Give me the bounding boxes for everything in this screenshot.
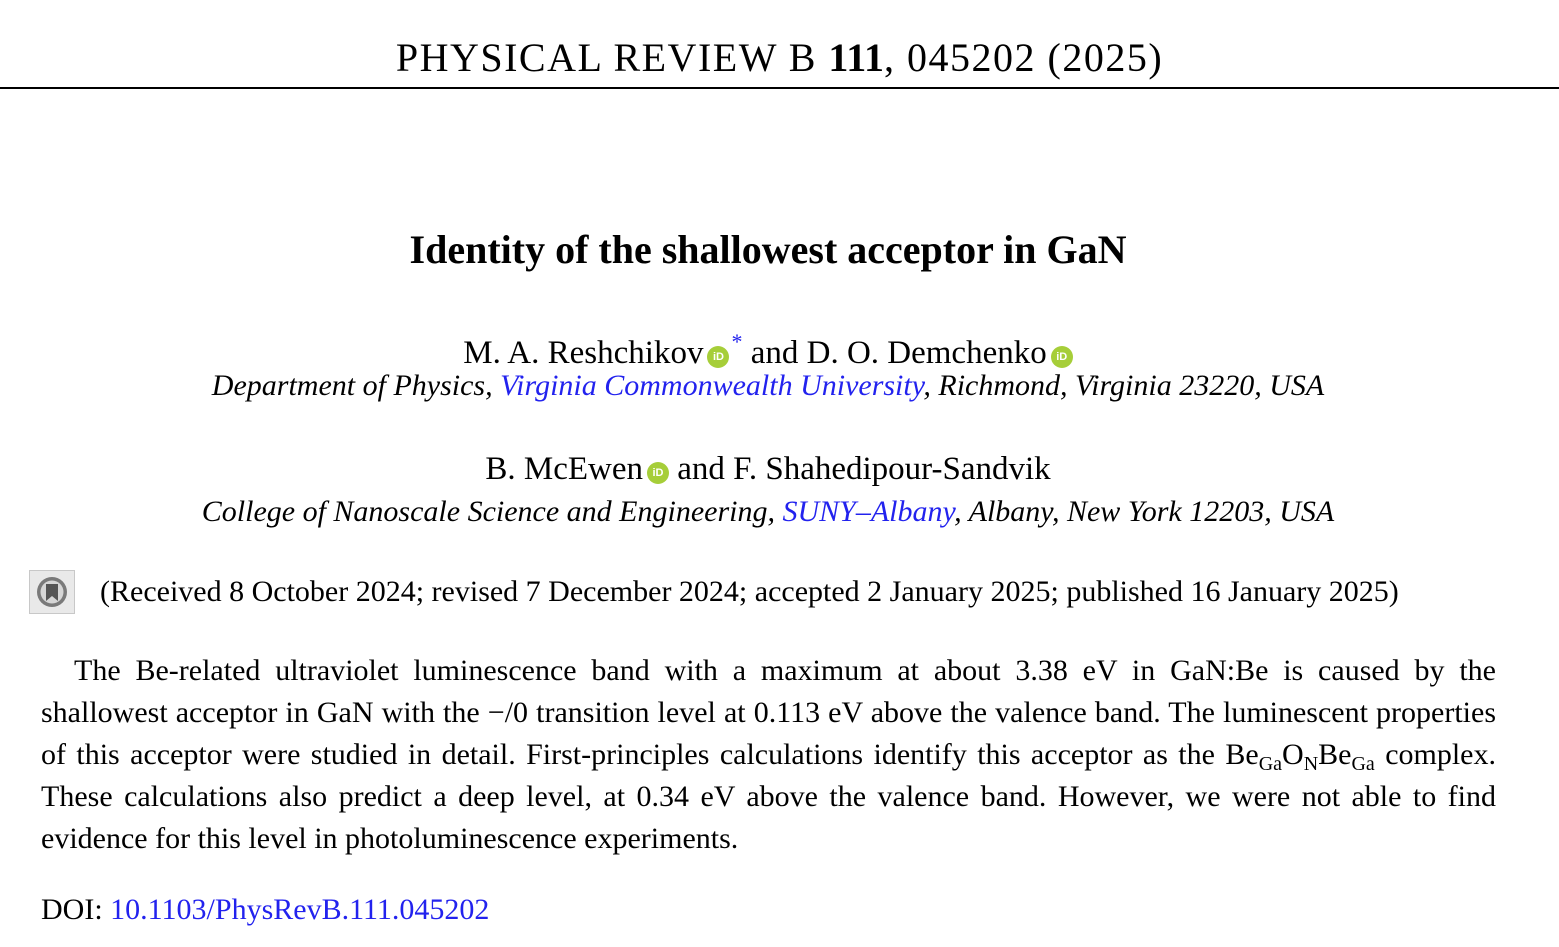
doi-label: DOI:: [41, 893, 111, 926]
authors-line-1: M. A. Reshchikov iD* and D. O. Demchenko i…: [0, 320, 1536, 375]
affiliation-2-prefix: College of Nanoscale Science and Enginee…: [201, 495, 783, 528]
authors-line-2: B. McEwen iD and F. Shahedipour-Sandvik: [0, 447, 1536, 491]
paper-title: Identity of the shallowest acceptor in G…: [409, 227, 1127, 272]
journal-name: PHYSICAL REVIEW B: [395, 35, 817, 80]
orcid-icon[interactable]: iD: [707, 346, 730, 368]
journal-article-id: , 045202 (2025): [884, 35, 1164, 80]
check-for-updates-icon[interactable]: [29, 570, 75, 614]
author-shahedipour-sandvik[interactable]: F. Shahedipour-Sandvik: [733, 451, 1051, 487]
affiliation-2: College of Nanoscale Science and Enginee…: [0, 492, 1536, 532]
abstract-text-2: complex. These calculations also predict…: [41, 738, 1496, 855]
affiliation-1-suffix: , Richmond, Virginia 23220, USA: [923, 369, 1325, 402]
corresponding-author-mark[interactable]: *: [731, 329, 743, 354]
abstract: The Be-related ultraviolet luminescence …: [41, 650, 1496, 860]
doi-line: DOI: 10.1103/PhysRevB.111.045202: [41, 890, 489, 930]
affiliation-2-link[interactable]: SUNY–Albany: [782, 495, 955, 528]
complex-formula: BeGaONBeGa: [1225, 738, 1375, 775]
affiliation-1-prefix: Department of Physics,: [211, 369, 501, 402]
affiliation-1-link[interactable]: Virginia Commonwealth University: [500, 369, 924, 402]
orcid-icon[interactable]: iD: [1050, 346, 1073, 368]
affiliation-1: Department of Physics, Virginia Commonwe…: [0, 366, 1536, 406]
authors-and: and: [668, 451, 734, 487]
author-reshchikov[interactable]: M. A. Reshchikov: [463, 335, 704, 371]
authors-and: and: [742, 335, 807, 371]
affiliation-2-suffix: , Albany, New York 12203, USA: [954, 495, 1335, 528]
abstract-text-1: The Be-related ultraviolet luminescence …: [41, 654, 1496, 771]
author-mcewen[interactable]: B. McEwen: [485, 451, 643, 487]
abstract-paragraph: The Be-related ultraviolet luminescence …: [41, 650, 1496, 860]
doi-link[interactable]: 10.1103/PhysRevB.111.045202: [110, 893, 490, 926]
author-demchenko[interactable]: D. O. Demchenko: [806, 335, 1047, 371]
header-rule: [0, 87, 1559, 89]
journal-header: PHYSICAL REVIEW B 111, 045202 (2025): [0, 30, 1559, 86]
publication-dates: (Received 8 October 2024; revised 7 Dece…: [100, 575, 1399, 608]
orcid-icon[interactable]: iD: [646, 462, 669, 484]
journal-volume: 111: [828, 35, 885, 80]
